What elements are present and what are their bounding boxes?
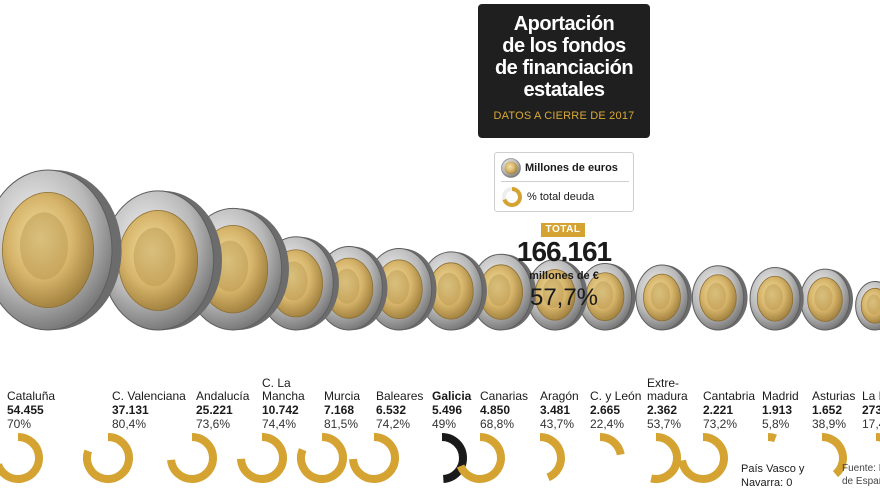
value-label: 37.131 (112, 403, 149, 417)
title-line: Aportación (513, 13, 615, 35)
coin-mark (749, 267, 804, 331)
pct-label: 73,2% (703, 417, 737, 431)
pct-label: 49% (432, 417, 456, 431)
coin-mark (691, 265, 748, 331)
category-label: La R (862, 389, 880, 403)
value-label: 3.481 (540, 403, 570, 417)
coin-mark (800, 268, 854, 331)
ring-icon (502, 187, 522, 207)
coin-mark (577, 262, 636, 331)
coin-mark (0, 169, 122, 331)
total-percentage: 57,7% (529, 284, 599, 311)
pct-label: 68,8% (480, 417, 514, 431)
category-label: Extre- (647, 376, 679, 390)
category-label: Murcia (324, 389, 360, 403)
coin-mark (419, 251, 487, 331)
pct-label: 53,7% (647, 417, 681, 431)
source-note: Fuente: B de Españ (842, 462, 880, 488)
legend: Millones de euros % total deuda (494, 152, 634, 212)
value-label: 1.652 (812, 403, 842, 417)
chart-title: Aportación de los fondos de financiación… (478, 13, 650, 101)
total-value: 166.161 (516, 236, 612, 267)
source-line: de Españ (842, 476, 880, 487)
value-label: 54.455 (7, 403, 44, 417)
category-label: madura (647, 389, 688, 403)
pct-ring (875, 433, 880, 442)
pct-ring (456, 433, 505, 483)
coin-mark (101, 190, 222, 331)
pct-label: 43,7% (540, 417, 574, 431)
legend-label-rings: % total deuda (527, 191, 595, 203)
category-label: Mancha (262, 389, 305, 403)
category-label: C. Valenciana (112, 389, 186, 403)
pct-label: 5,8% (762, 417, 790, 431)
pct-ring (0, 433, 43, 483)
coin-icon (501, 158, 521, 178)
pct-ring (650, 433, 681, 483)
category-label: Aragón (540, 389, 579, 403)
title-box: Aportación de los fondos de financiación… (478, 4, 650, 138)
value-label: 2.665 (590, 403, 620, 417)
title-line: de los fondos (502, 35, 626, 57)
value-label: 2.221 (703, 403, 733, 417)
pct-label: 38,9% (812, 417, 846, 431)
pct-ring (441, 433, 467, 483)
pct-label: 22,4% (590, 417, 624, 431)
pct-label: 74,2% (376, 417, 410, 431)
category-label: Galicia (432, 389, 472, 403)
pct-ring (678, 433, 728, 483)
value-label: 6.532 (376, 403, 406, 417)
category-label: Asturias (812, 389, 855, 403)
category-label: Baleares (376, 389, 423, 403)
pct-ring (599, 433, 625, 456)
value-label: 2.362 (647, 403, 677, 417)
pct-label: 17,4 (862, 417, 880, 431)
category-label: C. y León (590, 389, 641, 403)
coin-mark (635, 264, 692, 331)
title-line: de financiación (494, 57, 634, 79)
pct-ring (167, 433, 217, 483)
value-label: 10.742 (262, 403, 299, 417)
pct-label: 74,4% (262, 417, 296, 431)
title-line: estatales (523, 79, 605, 101)
category-label: Madrid (762, 389, 799, 403)
value-label: 5.496 (432, 403, 462, 417)
pct-ring (237, 433, 287, 483)
pct-label: 73,6% (196, 417, 230, 431)
value-label: 1.913 (762, 403, 792, 417)
source-line: Fuente: B (842, 463, 880, 474)
legend-item-rings: % total deuda (501, 184, 594, 210)
pct-ring (539, 433, 565, 482)
total-unit: millones de € (529, 270, 599, 282)
coin-mark (365, 247, 437, 331)
pct-ring (767, 433, 777, 443)
value-label: 7.168 (324, 403, 354, 417)
value-label: 25.221 (196, 403, 233, 417)
footnote-line: Navarra: 0 (741, 477, 793, 489)
pct-ring (297, 433, 347, 483)
coin-mark (470, 253, 536, 331)
coin-mark (526, 259, 588, 331)
pct-ring (821, 433, 847, 478)
category-label: Cataluña (7, 389, 55, 403)
footnote-line: País Vasco y (741, 463, 805, 475)
legend-label-coins: Millones de euros (525, 162, 618, 174)
category-label: Cantabria (703, 389, 755, 403)
pct-label: 80,4% (112, 417, 146, 431)
value-label: 4.850 (480, 403, 510, 417)
pct-ring (349, 433, 399, 483)
coin-mark (855, 281, 880, 331)
category-label: C. La (262, 376, 291, 390)
footnote: País Vasco y Navarra: 0 (741, 462, 804, 490)
pct-label: 70% (7, 417, 31, 431)
pct-label: 81,5% (324, 417, 358, 431)
category-label: Andalucía (196, 389, 250, 403)
category-label: Canarias (480, 389, 528, 403)
value-label: 273 (862, 403, 880, 417)
chart-subtitle: DATOS A CIERRE DE 2017 (493, 110, 635, 122)
pct-ring (83, 433, 133, 483)
total-badge: TOTAL (541, 223, 585, 237)
legend-item-coins: Millones de euros (501, 155, 629, 182)
